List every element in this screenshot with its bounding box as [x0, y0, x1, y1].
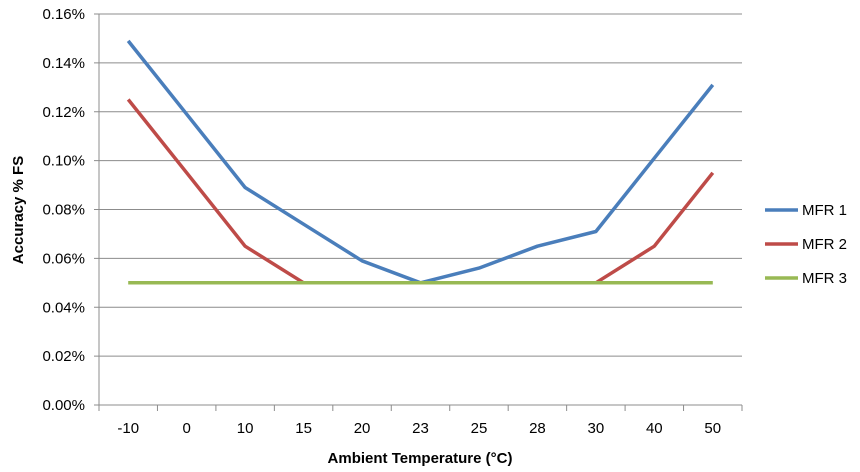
x-tick-label: 25 [471, 420, 488, 437]
y-tick-label: 0.00% [42, 397, 85, 414]
x-tick-label: 40 [646, 420, 663, 437]
tick-labels: 0.00% 0.02% 0.04% 0.06% 0.08% 0.10% 0.12% 0.14%… [42, 6, 721, 437]
gridlines [99, 13, 742, 357]
x-axis-title: Ambient Temperature (°C) [328, 450, 513, 467]
series-line-1 [126, 39, 715, 285]
y-tick-label: 0.12% [42, 104, 85, 121]
x-tick-label: -10 [117, 420, 139, 437]
plot-area [126, 39, 715, 285]
legend-label-2: MFR 2 [802, 236, 847, 253]
x-tick-label: 30 [588, 420, 605, 437]
x-tick-label: 20 [354, 420, 371, 437]
x-tick-label: 15 [295, 420, 312, 437]
y-tick-label: 0.06% [42, 250, 85, 267]
legend: MFR 1 MFR 2 MFR 3 [765, 202, 847, 287]
y-tick-label: 0.16% [42, 6, 85, 23]
y-tick-label: 0.04% [42, 299, 85, 316]
x-tick-label: 0 [183, 420, 191, 437]
legend-label-3: MFR 3 [802, 270, 847, 287]
x-tick-label: 28 [529, 420, 546, 437]
y-tick-label: 0.02% [42, 348, 85, 365]
x-tick-label: 50 [704, 420, 721, 437]
series-line-2 [126, 98, 715, 285]
y-axis-title: Accuracy % FS [10, 156, 27, 264]
y-tick-label: 0.14% [42, 55, 85, 72]
axes [94, 13, 743, 411]
legend-label-1: MFR 1 [802, 202, 847, 219]
y-tick-label: 0.10% [42, 153, 85, 170]
y-tick-label: 0.08% [42, 202, 85, 219]
x-tick-label: 23 [412, 420, 429, 437]
x-tick-label: 10 [237, 420, 254, 437]
